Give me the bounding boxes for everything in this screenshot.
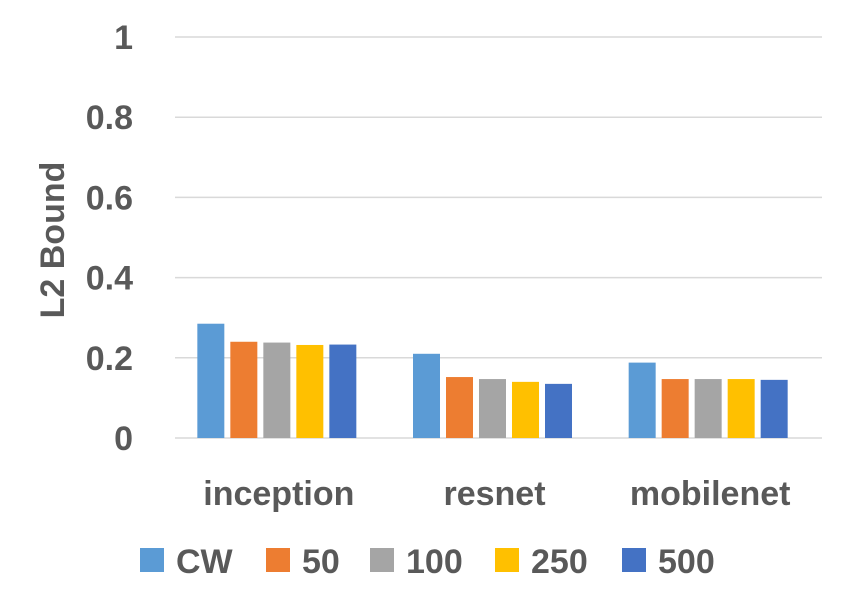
legend-item: 250 xyxy=(495,543,588,581)
bar xyxy=(230,341,258,438)
legend-label: 100 xyxy=(406,543,463,581)
y-tick-label: 1 xyxy=(114,19,133,57)
y-tick-label: 0.4 xyxy=(86,260,133,298)
bar xyxy=(694,379,722,438)
bar xyxy=(446,377,473,438)
bar xyxy=(197,323,225,438)
bar xyxy=(479,379,506,438)
bars xyxy=(197,323,788,438)
legend-label: 500 xyxy=(658,543,715,581)
bar xyxy=(545,383,572,438)
bar xyxy=(727,379,755,438)
legend-label: 50 xyxy=(302,543,340,581)
legend-swatch xyxy=(140,548,164,572)
legend: CW 50 100 250 500 xyxy=(140,543,715,581)
x-category-label: inception xyxy=(203,475,354,513)
y-axis-title: L2 Bound xyxy=(34,162,72,319)
bar xyxy=(413,353,440,438)
y-tick-label: 0 xyxy=(114,420,133,458)
x-category-label: resnet xyxy=(443,475,545,513)
y-tick-label: 0.6 xyxy=(86,179,133,217)
legend-item: 50 xyxy=(266,543,340,581)
bar xyxy=(661,379,689,438)
bar xyxy=(263,342,291,438)
legend-item: CW xyxy=(140,543,234,581)
y-tick-label: 0.2 xyxy=(86,340,133,378)
y-tick-label: 0.8 xyxy=(86,99,133,137)
bar xyxy=(512,381,539,438)
legend-swatch xyxy=(495,548,519,572)
bar xyxy=(628,362,656,438)
bar xyxy=(296,344,324,438)
legend-item: 100 xyxy=(370,543,463,581)
legend-swatch xyxy=(266,548,290,572)
x-axis-categories: inception resnet mobilenet xyxy=(203,475,790,513)
legend-label: 250 xyxy=(531,543,588,581)
legend-label: CW xyxy=(176,543,234,581)
bar xyxy=(329,344,357,438)
legend-swatch xyxy=(370,548,394,572)
legend-item: 500 xyxy=(622,543,715,581)
bar xyxy=(760,379,788,438)
legend-swatch xyxy=(622,548,646,572)
y-axis-ticks: 0 0.2 0.4 0.6 0.8 1 xyxy=(86,19,133,458)
x-category-label: mobilenet xyxy=(630,475,791,513)
